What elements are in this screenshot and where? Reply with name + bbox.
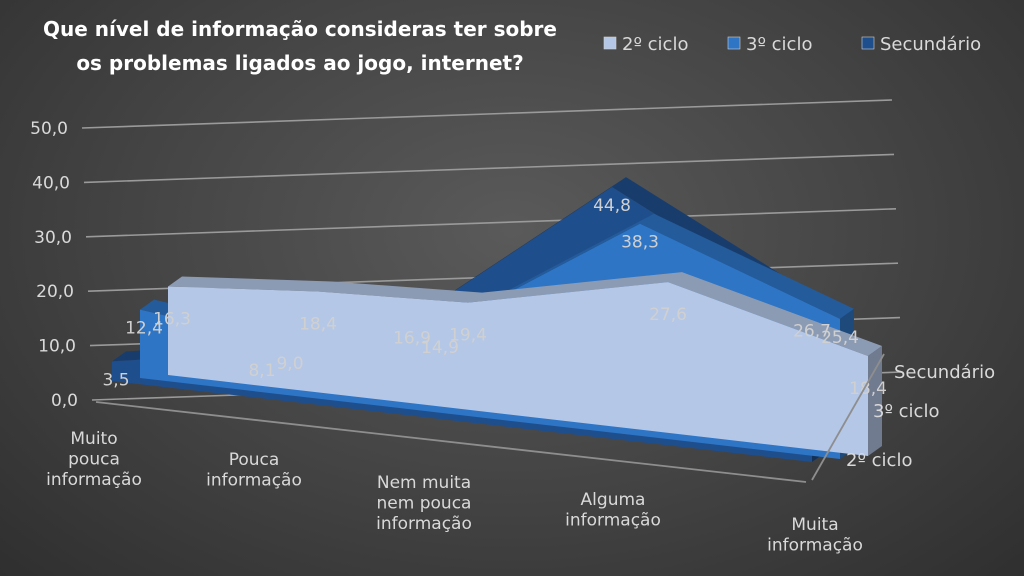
data-label-s2-3: 14,9 — [421, 338, 459, 358]
legend-swatch-3 — [861, 36, 875, 50]
data-label-s1-4: 27,6 — [649, 305, 687, 325]
x-tick-label-5: Muita informação — [767, 515, 863, 555]
depth-label-1: Secundário — [894, 362, 995, 383]
data-label-s3-5: 26,7 — [793, 321, 831, 341]
x-tick-label-line: Muito — [70, 429, 117, 449]
x-tick-label-2: Pouca informação — [206, 450, 302, 490]
legend-label-1: 2º ciclo — [622, 34, 688, 55]
legend-swatch-1 — [603, 36, 617, 50]
data-label-s3-2: 8,1 — [248, 361, 275, 381]
x-tick-label-line: informação — [206, 470, 302, 490]
legend-swatch-2 — [727, 36, 741, 50]
x-tick-label-line: informação — [565, 510, 661, 530]
chart-title: Que nível de informação consideras ter s… — [43, 17, 557, 75]
data-label-s2-4: 38,3 — [621, 233, 659, 253]
gridline — [81, 99, 893, 129]
x-tick-label-4: Alguma informação — [565, 490, 661, 530]
y-tick-label: 30,0 — [34, 228, 72, 248]
data-label-s2-2: 9,0 — [276, 354, 303, 374]
chart-title-line-1: Que nível de informação consideras ter s… — [43, 17, 557, 41]
y-tick-label: 50,0 — [30, 119, 68, 139]
depth-label-3: 2º ciclo — [846, 450, 912, 471]
data-label-s1-2: 18,4 — [299, 315, 337, 335]
x-tick-label-line: informação — [767, 535, 863, 555]
series-side-1 — [868, 346, 882, 456]
data-label-s1-3: 19,4 — [449, 326, 487, 346]
x-tick-label-line: Pouca — [229, 450, 280, 470]
depth-axis: Secundário 3º ciclo 2º ciclo — [811, 353, 995, 481]
gridline — [85, 208, 897, 238]
data-label-s1-1: 16,3 — [153, 309, 191, 329]
x-tick-label-line: pouca — [68, 449, 120, 469]
y-tick-label: 40,0 — [32, 173, 70, 193]
data-label-s2-1: 12,4 — [125, 319, 163, 339]
data-label-s2-5: 25,4 — [821, 328, 859, 348]
x-tick-label-line: nem pouca — [377, 493, 472, 513]
series-areas — [112, 177, 882, 462]
x-axis-line — [95, 401, 807, 483]
gridline — [83, 153, 895, 184]
series-top-1 — [168, 272, 882, 357]
data-label-s3-3: 16,9 — [393, 328, 431, 348]
legend-label-2: 3º ciclo — [746, 34, 812, 55]
series-area-1 — [168, 282, 868, 456]
y-tick-label: 0,0 — [51, 391, 78, 411]
legend: 2º ciclo 3º ciclo Secundário — [603, 34, 981, 55]
x-tick-label-1: Muito pouca informação — [46, 429, 142, 490]
y-axis-ticks: 0,0 10,0 20,0 30,0 40,0 50,0 — [30, 119, 78, 411]
x-tick-label-line: Alguma — [581, 490, 646, 510]
x-tick-label-line: Nem muita — [377, 473, 471, 493]
legend-label-3: Secundário — [880, 34, 981, 55]
depth-axis-line — [811, 353, 885, 481]
data-label-s3-4: 44,8 — [593, 196, 631, 216]
chart-title-line-2: os problemas ligados ao jogo, internet? — [76, 51, 523, 75]
x-tick-label-3: Nem muita nem pouca informação — [376, 473, 472, 534]
data-label-s3-1: 3,5 — [102, 370, 129, 390]
data-label-s1-5: 18,4 — [849, 379, 887, 399]
depth-label-2: 3º ciclo — [873, 401, 939, 422]
x-tick-label-line: informação — [376, 514, 472, 534]
y-tick-label: 20,0 — [36, 282, 74, 302]
y-tick-label: 10,0 — [38, 337, 76, 357]
x-tick-label-line: informação — [46, 470, 142, 490]
data-labels: 3,5 8,1 16,9 44,8 26,7 12,4 9,0 14,9 38,3 25,4 16,… — [102, 196, 886, 399]
x-tick-label-line: Muita — [791, 515, 838, 535]
